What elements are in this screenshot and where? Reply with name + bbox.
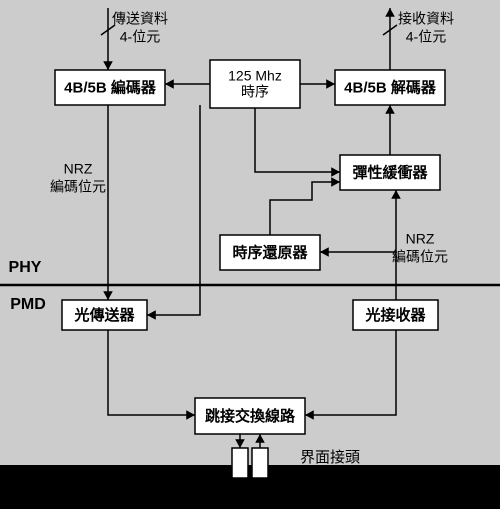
node-label-clock: 時序: [241, 84, 269, 100]
node-label-clock: 125 Mhz: [228, 68, 282, 84]
region-label: PMD: [10, 296, 46, 313]
free-label: 4-位元: [406, 29, 446, 45]
node-label-otx: 光傳送器: [73, 306, 135, 324]
node-conn1: [232, 448, 248, 478]
free-label: 接收資料: [398, 11, 454, 27]
free-label: 編碼位元: [392, 249, 448, 265]
node-label-decoder: 4B/5B 解碼器: [344, 78, 437, 96]
free-label: 傳送資料: [112, 11, 168, 27]
free-label: 編碼位元: [50, 179, 106, 195]
node-conn2: [252, 448, 268, 478]
node-label-ebuffer: 彈性緩衝器: [352, 163, 428, 181]
free-label: NRZ: [64, 161, 93, 177]
free-label: NRZ: [406, 231, 435, 247]
node-label-crecov: 時序還原器: [232, 243, 308, 261]
background-region: [0, 465, 500, 509]
free-label: 界面接頭: [300, 449, 360, 466]
node-label-encoder: 4B/5B 編碼器: [64, 78, 157, 96]
node-label-patch: 跳接交換線路: [205, 407, 296, 425]
free-label: 4-位元: [120, 29, 160, 45]
region-label: PHY: [9, 259, 42, 276]
node-label-orx: 光接收器: [364, 306, 426, 324]
